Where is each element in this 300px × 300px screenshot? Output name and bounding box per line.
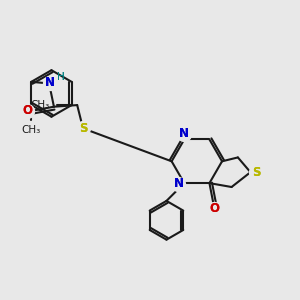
Text: H: H <box>56 72 64 82</box>
Text: N: N <box>178 127 189 140</box>
Text: CH₃: CH₃ <box>31 100 50 110</box>
Text: N: N <box>178 127 189 140</box>
Text: S: S <box>252 166 260 179</box>
Text: S: S <box>79 122 87 135</box>
Text: N: N <box>45 76 55 89</box>
Text: O: O <box>209 202 219 215</box>
Text: N: N <box>45 76 55 89</box>
Text: H: H <box>56 72 64 82</box>
Text: S: S <box>252 166 260 179</box>
Text: CH₃: CH₃ <box>22 125 41 135</box>
Text: S: S <box>79 122 87 135</box>
Text: O: O <box>209 202 219 215</box>
Text: O: O <box>22 104 32 117</box>
Text: N: N <box>173 177 183 190</box>
Text: N: N <box>173 177 183 190</box>
Text: O: O <box>22 104 32 117</box>
